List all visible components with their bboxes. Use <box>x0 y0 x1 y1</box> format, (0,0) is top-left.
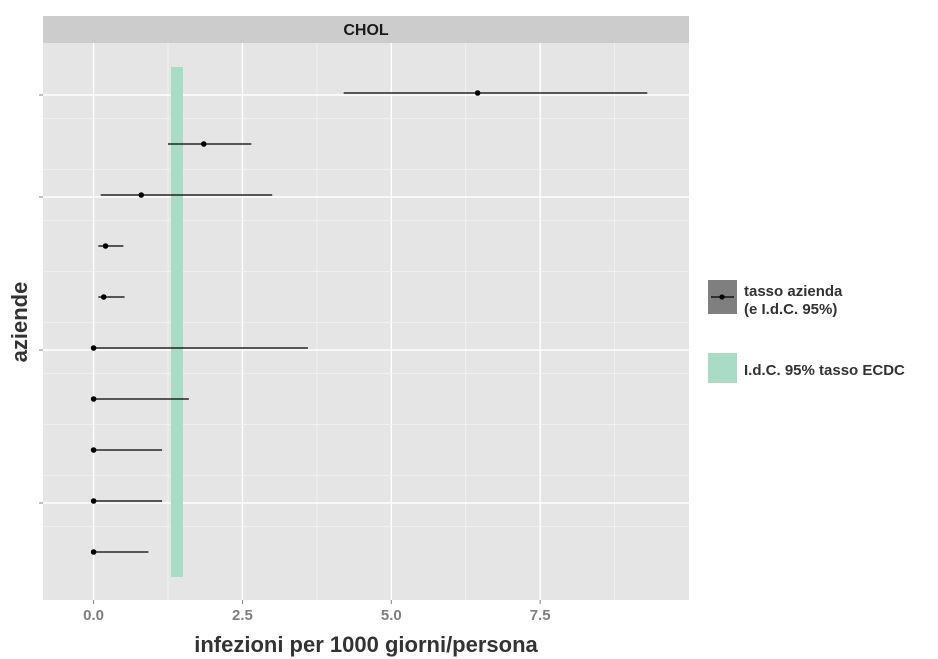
x-axis-ticks: 0.0 2.5 5.0 7.5 <box>83 600 551 624</box>
point-estimate <box>90 396 97 402</box>
legend-label-band: I.d.C. 95% tasso ECDC <box>744 362 905 379</box>
point-estimate <box>102 243 109 249</box>
legend-label-point-line2: (e I.d.C. 95%) <box>744 301 837 318</box>
gridlines <box>43 43 689 600</box>
point-estimate <box>200 141 207 147</box>
plot-panel <box>43 43 689 600</box>
x-tick-label: 2.5 <box>232 607 253 624</box>
x-tick-label: 5.0 <box>381 607 402 624</box>
x-axis-title: infezioni per 1000 giorni/persona <box>194 632 538 657</box>
point-estimate <box>474 90 481 96</box>
legend: tasso azienda (e I.d.C. 95%) I.d.C. 95% … <box>708 280 905 383</box>
point-estimate <box>90 345 97 351</box>
data-marks <box>90 90 648 555</box>
ecdc-ci-band <box>171 67 183 577</box>
facet-strip <box>43 16 689 43</box>
legend-key-band <box>708 353 737 383</box>
point-estimate <box>138 192 145 198</box>
x-tick-label: 0.0 <box>83 607 104 624</box>
point-estimate <box>90 498 97 504</box>
legend-key-point <box>719 294 725 300</box>
y-axis-title: aziende <box>7 282 32 363</box>
x-tick-label: 7.5 <box>530 607 551 624</box>
facet-strip-label: CHOL <box>343 22 389 39</box>
point-estimate <box>100 294 107 300</box>
legend-label-point-line1: tasso azienda <box>744 283 843 300</box>
point-estimate <box>90 447 97 453</box>
point-estimate <box>90 549 97 555</box>
y-axis-ticks <box>39 94 43 504</box>
